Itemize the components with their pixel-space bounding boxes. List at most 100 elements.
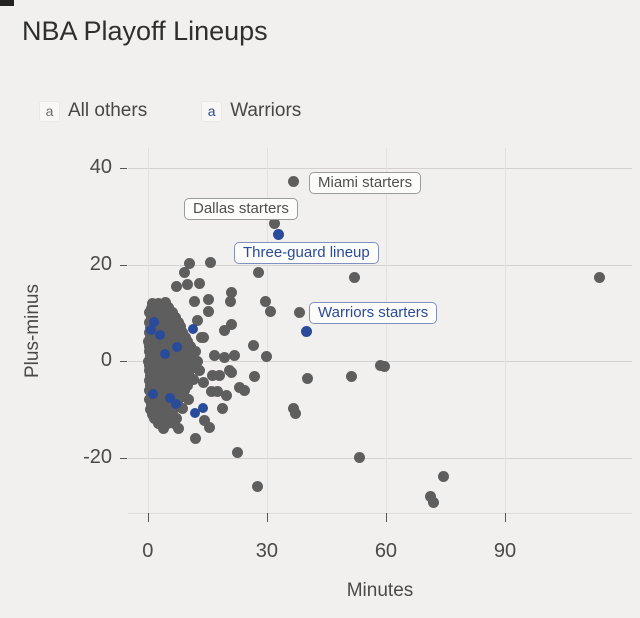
point-others [428,496,440,508]
point-others [165,407,177,419]
point-others [226,319,238,331]
point-others [354,452,366,464]
x-axis-tick [266,513,268,522]
annotation-label: Dallas starters [184,198,298,220]
x-tick-label: 30 [255,540,279,562]
point-warriors [171,399,182,410]
point-others [186,350,198,362]
x-axis-tick [385,513,387,522]
annotated-point [273,229,285,241]
annotation-label: Miami starters [309,172,422,194]
legend-key-all-others: a [40,101,59,121]
point-others [196,332,208,344]
legend-label-all-others: All others [68,100,148,121]
legend-item-all-others: a All others [40,100,147,122]
point-others [247,339,259,351]
x-tick-label: 90 [493,540,517,562]
point-others [184,258,196,270]
gridline-vertical [266,148,268,513]
point-warriors [164,393,175,404]
legend: a All others a Warriors [40,100,301,122]
y-axis-tick [120,457,127,459]
point-others [302,373,314,385]
point-others [179,267,191,279]
y-tick-label: 0 [100,349,112,372]
x-tick-label: 60 [374,540,398,562]
point-others [253,267,265,279]
x-axis-tick [505,513,506,522]
point-warriors [171,342,182,353]
point-warriors [189,408,200,419]
x-tick-label: 0 [142,540,154,562]
point-others [204,421,216,433]
point-others [226,286,238,298]
gridline-vertical [505,148,506,513]
y-axis-tick [120,361,127,363]
point-others [209,349,221,361]
point-others [198,376,210,388]
legend-item-warriors: a Warriors [202,100,301,122]
y-axis-tick [120,264,127,266]
point-others [203,294,215,306]
gridline-horizontal [128,264,632,266]
gridline-horizontal [128,457,632,459]
point-warriors [148,389,158,400]
point-warriors [159,348,170,359]
legend-label-warriors: Warriors [230,100,302,121]
y-axis-tick [120,168,127,170]
point-others [437,470,449,482]
point-warriors [148,317,159,328]
x-axis-tick [147,513,149,522]
point-others [239,384,251,396]
legend-key-warriors: a [202,101,222,121]
annotated-point [301,325,313,337]
point-others [424,491,436,503]
point-others [216,402,228,414]
point-others [232,446,244,458]
point-others [189,296,201,308]
annotated-point [268,218,280,230]
point-others [191,355,203,367]
point-others [594,272,606,284]
point-others [171,281,183,293]
point-others [214,369,226,381]
point-others [345,370,357,382]
y-tick-label: -20 [83,445,112,468]
point-others [221,389,233,401]
point-others [192,314,204,326]
point-others [219,324,231,336]
y-tick-label: 40 [89,156,112,179]
point-others [187,374,199,386]
point-others [260,296,272,308]
point-others [293,307,305,319]
point-others [190,432,202,444]
label-glyph: a [45,103,54,119]
point-others [193,277,205,289]
y-tick-label: 20 [89,252,112,275]
point-others [212,386,224,398]
point-others [164,311,176,323]
point-warriors [146,325,157,336]
point-others [184,364,195,376]
point-others [206,386,218,398]
point-others [182,279,194,291]
point-others [203,306,215,318]
annotated-point [287,176,299,188]
point-others [349,272,361,284]
point-others [229,349,241,361]
gridline-vertical [385,148,387,513]
point-others [225,296,237,308]
point-others [226,366,238,378]
x-axis-line [128,513,632,514]
point-warriors [187,323,198,334]
point-others [158,423,170,435]
point-others [183,394,195,406]
point-others [172,422,184,434]
point-others [249,370,261,382]
point-others [199,414,211,426]
point-others [193,365,205,377]
point-others [264,306,276,318]
point-warriors [154,330,165,341]
label-glyph: a [207,103,216,119]
